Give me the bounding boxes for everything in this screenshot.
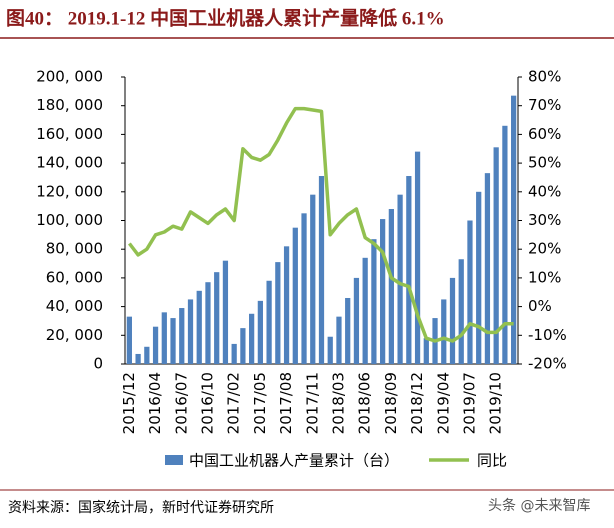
bar	[170, 318, 176, 364]
x-tick-label: 2016/07	[172, 372, 190, 434]
bar	[362, 257, 368, 364]
bar	[484, 173, 491, 364]
y2-tick-label: -10%	[528, 326, 567, 344]
bar	[327, 336, 333, 364]
bar	[449, 277, 456, 364]
bar	[196, 290, 202, 364]
y-tick-label: 180, 000	[36, 96, 103, 114]
bar	[502, 125, 508, 364]
bar	[310, 194, 316, 364]
y-tick-label: 80, 000	[46, 240, 103, 258]
legend-label: 同比	[477, 452, 507, 470]
legend-swatch	[165, 455, 183, 465]
y2-tick-label: 20%	[528, 240, 561, 258]
legend-label: 中国工业机器人产量累计（台）	[189, 452, 399, 470]
y-tick-label: 160, 000	[36, 125, 103, 143]
bar	[231, 343, 237, 364]
x-tick-label: 2017/05	[251, 372, 269, 434]
x-tick-label: 2018/09	[382, 372, 400, 434]
source: 资料来源：国家统计局，新时代证券研究所	[8, 499, 274, 516]
bar	[397, 194, 403, 364]
bar	[135, 353, 141, 364]
bar	[336, 316, 342, 364]
bar	[240, 328, 246, 364]
bar	[187, 299, 194, 364]
y-tick-label: 40, 000	[46, 297, 103, 315]
y-tick-label: 140, 000	[36, 154, 103, 172]
bar	[318, 176, 325, 364]
x-tick-label: 2017/11	[303, 372, 321, 434]
y2-tick-label: 10%	[528, 268, 561, 286]
y2-tick-label: 40%	[528, 182, 561, 200]
y2-tick-label: 70%	[528, 96, 561, 114]
bar	[511, 95, 517, 364]
bar	[214, 272, 220, 364]
bar	[257, 300, 263, 364]
bar	[388, 209, 394, 364]
bar	[458, 259, 464, 364]
bar	[222, 260, 229, 364]
x-tick-label: 2017/08	[277, 372, 295, 434]
bar	[205, 282, 211, 364]
x-tick-label: 2018/12	[408, 372, 426, 434]
bar	[414, 151, 421, 364]
bar	[275, 262, 281, 364]
bar	[423, 338, 429, 364]
y-tick-label: 0	[93, 355, 103, 373]
x-tick-label: 2019/04	[434, 372, 452, 434]
y2-tick-label: 30%	[528, 211, 561, 229]
x-tick-label: 2015/12	[120, 372, 138, 434]
bar	[126, 316, 132, 364]
bar	[144, 346, 150, 364]
y2-tick-label: 50%	[528, 154, 561, 172]
bar	[493, 147, 499, 364]
y-tick-label: 20, 000	[46, 326, 103, 344]
bar	[406, 176, 412, 364]
chart-title: 图40： 2019.1-12 中国工业机器人累计产量降低 6.1%	[6, 6, 445, 29]
bar	[179, 308, 185, 364]
bar	[371, 239, 377, 364]
bar	[249, 313, 255, 364]
x-tick-label: 2018/03	[329, 372, 347, 434]
bar	[283, 246, 290, 364]
y2-tick-label: -20%	[528, 355, 567, 373]
bar	[161, 312, 167, 364]
y-tick-label: 60, 000	[46, 268, 103, 286]
y-tick-label: 120, 000	[36, 182, 103, 200]
y2-tick-label: 0%	[528, 297, 552, 315]
bar	[292, 227, 298, 364]
line	[128, 106, 514, 343]
bar	[441, 299, 447, 364]
x-tick-label: 2016/10	[198, 372, 216, 434]
bar	[353, 277, 360, 364]
x-tick-label: 2018/06	[356, 372, 374, 434]
watermark: 头条 @未来智库	[488, 497, 590, 514]
x-tick-label: 2019/07	[460, 372, 478, 434]
y-tick-label: 100, 000	[36, 211, 103, 229]
x-tick-label: 2016/04	[146, 372, 164, 434]
y-tick-label: 200, 000	[36, 68, 103, 86]
bar	[266, 280, 272, 364]
x-tick-label: 2017/02	[225, 372, 243, 434]
bar	[467, 220, 473, 364]
y2-tick-label: 80%	[528, 68, 561, 86]
bar	[345, 297, 351, 364]
y2-tick-label: 60%	[528, 125, 561, 143]
bar	[152, 326, 159, 364]
bar	[380, 219, 386, 364]
bar	[476, 191, 482, 364]
x-tick-label: 2019/10	[487, 372, 505, 434]
bar	[301, 213, 307, 364]
